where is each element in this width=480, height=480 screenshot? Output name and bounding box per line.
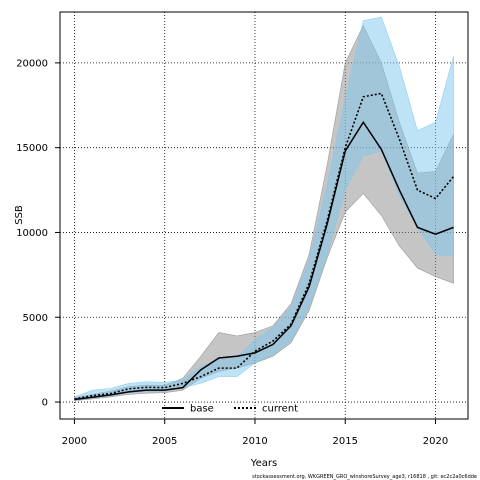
plot-frame: [59, 11, 469, 420]
y-axis-title: SSB: [14, 205, 25, 225]
x-axis-title: Years: [250, 458, 277, 469]
legend: base current: [162, 404, 298, 415]
confidence-band-current: [74, 16, 454, 401]
series-line-current: [74, 92, 455, 400]
footer-note: stockassessment.org, WKGREEN_GRO_wInshor…: [252, 474, 477, 480]
y-tick-label: 20000: [16, 58, 48, 69]
x-tick-label: 2010: [242, 436, 267, 447]
y-tick-label: 5000: [23, 313, 48, 324]
line-layer: [74, 92, 455, 401]
y-tick-label: 0: [42, 398, 48, 409]
y-tick-label: 15000: [16, 143, 48, 154]
series-line-base: [74, 120, 454, 401]
x-axis: 2000 2005 2010 2015 2020: [62, 419, 448, 447]
x-tick-label: 2020: [423, 436, 448, 447]
x-tick-label: 2000: [62, 436, 87, 447]
band-layer: [74, 16, 454, 402]
x-tick-label: 2015: [333, 436, 358, 447]
y-tick-label: 10000: [16, 228, 48, 239]
legend-label-current: current: [262, 404, 298, 415]
x-tick-label: 2005: [152, 436, 177, 447]
legend-label-base: base: [190, 404, 214, 415]
y-axis: 0 5000 10000 15000 20000: [16, 58, 60, 409]
